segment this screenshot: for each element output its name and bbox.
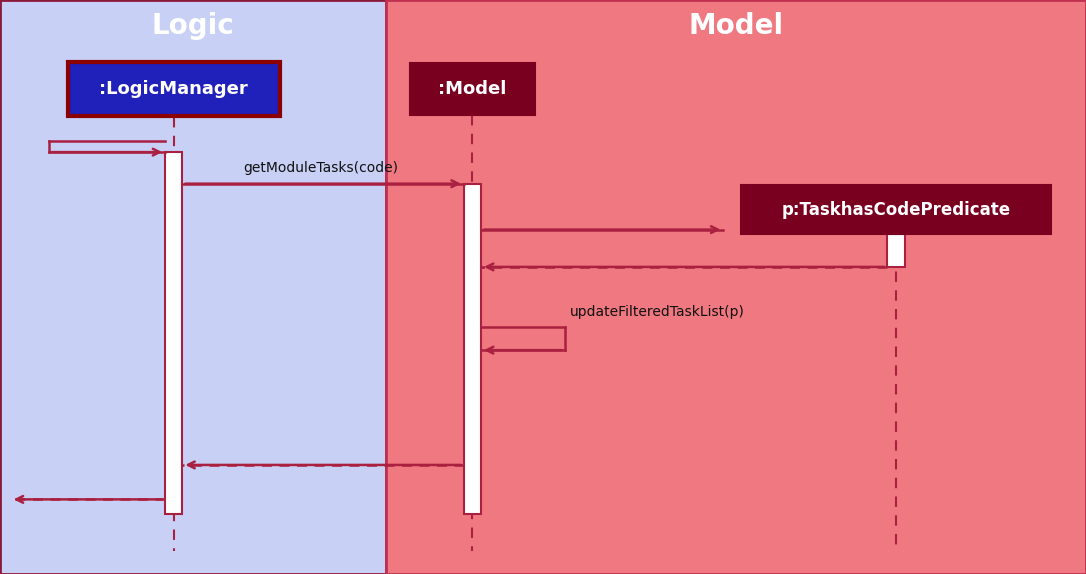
Text: getModuleTasks(code): getModuleTasks(code) [243,161,397,175]
Text: Logic: Logic [152,12,235,40]
Text: p:TaskhasCodePredicate: p:TaskhasCodePredicate [782,200,1010,219]
Bar [464,184,481,514]
Text: Model: Model [689,12,784,40]
Bar [67,62,280,116]
Bar [887,234,905,267]
Bar [411,63,535,115]
Bar [386,0,1086,574]
Text: updateFilteredTaskList(p): updateFilteredTaskList(p) [570,305,745,319]
Bar [742,185,1051,234]
Bar [165,152,182,514]
Text: :LogicManager: :LogicManager [100,80,248,98]
Bar [0,0,386,574]
Text: :Model: :Model [439,80,506,98]
